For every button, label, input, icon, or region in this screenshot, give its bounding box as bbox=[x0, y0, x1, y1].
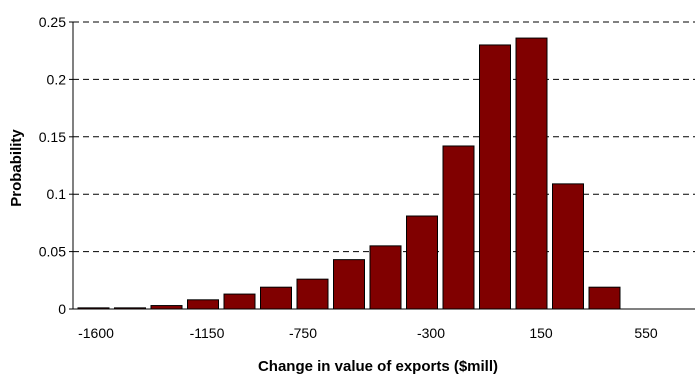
histogram-bar bbox=[369, 245, 402, 310]
histogram-bar bbox=[442, 145, 475, 310]
x-axis-title: Change in value of exports ($mill) bbox=[258, 358, 498, 375]
histogram-bar bbox=[588, 286, 621, 310]
bars bbox=[77, 37, 621, 310]
histogram-bar bbox=[406, 215, 438, 310]
y-tick-labels: 0 0.05 0.1 0.15 0.2 0.25 bbox=[39, 14, 73, 317]
x-tick-label: -750 bbox=[289, 325, 317, 341]
x-tick-label: -300 bbox=[417, 325, 445, 341]
x-tick-labels: -1600 -1150 -750 -300 150 550 bbox=[78, 325, 658, 341]
histogram-bar bbox=[260, 286, 292, 310]
y-tick-label: 0.25 bbox=[39, 14, 66, 30]
histogram-bar bbox=[552, 183, 584, 310]
gridlines bbox=[73, 21, 695, 253]
histogram-bar bbox=[296, 278, 329, 310]
histogram-bar bbox=[479, 44, 511, 310]
y-axis-title: Probability bbox=[8, 129, 25, 207]
y-tick-label: 0.1 bbox=[47, 186, 67, 202]
y-tick-label: 0.2 bbox=[47, 71, 67, 87]
histogram-bar bbox=[515, 37, 548, 310]
y-tick-label: 0 bbox=[58, 301, 66, 317]
x-tick-label: 550 bbox=[634, 325, 658, 341]
x-tick-label: 150 bbox=[529, 325, 553, 341]
x-tick-label: -1150 bbox=[190, 325, 225, 341]
histogram-bar bbox=[187, 299, 219, 310]
y-tick-label: 0.05 bbox=[39, 244, 66, 260]
histogram-bar bbox=[333, 259, 365, 310]
histogram-bar bbox=[150, 305, 183, 310]
axes bbox=[72, 22, 695, 310]
histogram-bar bbox=[223, 293, 256, 310]
x-tick-label: -1600 bbox=[78, 325, 114, 341]
y-tick-label: 0.15 bbox=[39, 129, 66, 145]
